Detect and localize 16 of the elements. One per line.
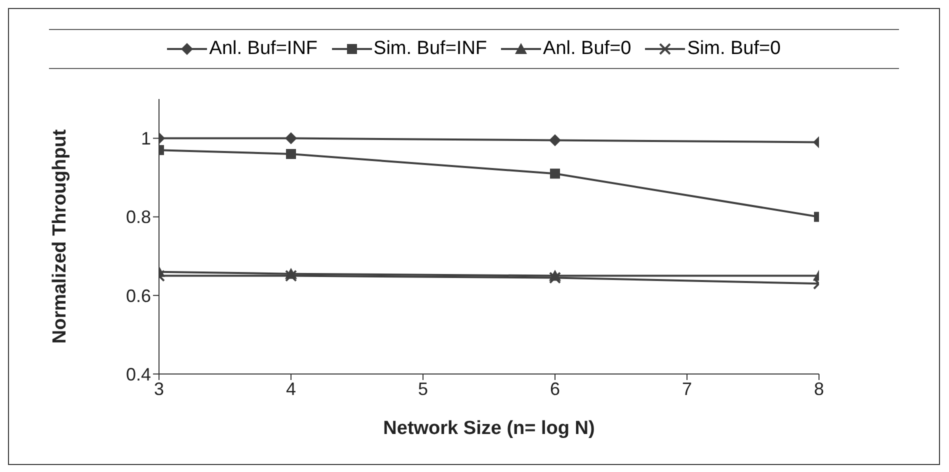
y-tick-label: 0.6 [126,286,151,306]
x-tick-label: 4 [286,378,296,399]
x-tick-label: 6 [550,378,560,399]
legend-label: Sim. Buf=INF [374,38,488,60]
y-tick-label: 0.4 [126,364,151,384]
legend-label: Anl. Buf=INF [209,38,318,60]
x-tick-label: 5 [418,378,428,399]
x-tick-label: 3 [154,378,164,399]
legend-label: Anl. Buf=0 [543,38,632,60]
y-axis-title: Normalized Throughput [50,128,71,344]
y-tick-label: 0.8 [126,207,151,228]
x-tick-label: 8 [814,378,824,399]
x-axis-title: Network Size (n= log N) [383,418,595,439]
x-tick-label: 7 [682,378,692,399]
y-tick-label: 1 [140,128,151,149]
legend-label: Sim. Buf=0 [687,38,781,60]
